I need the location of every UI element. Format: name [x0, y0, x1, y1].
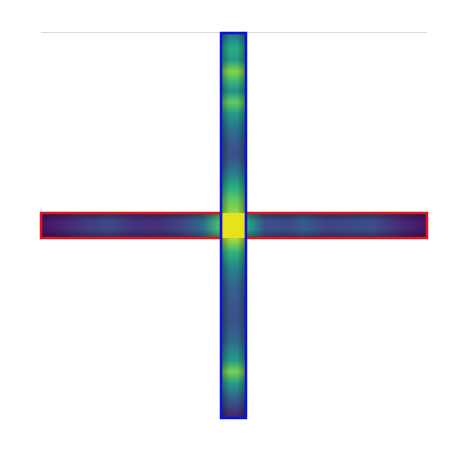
vertical-box-outline: [219, 31, 248, 420]
vertical-profile-strip: [221, 33, 246, 418]
intersection-cell: [221, 213, 246, 238]
